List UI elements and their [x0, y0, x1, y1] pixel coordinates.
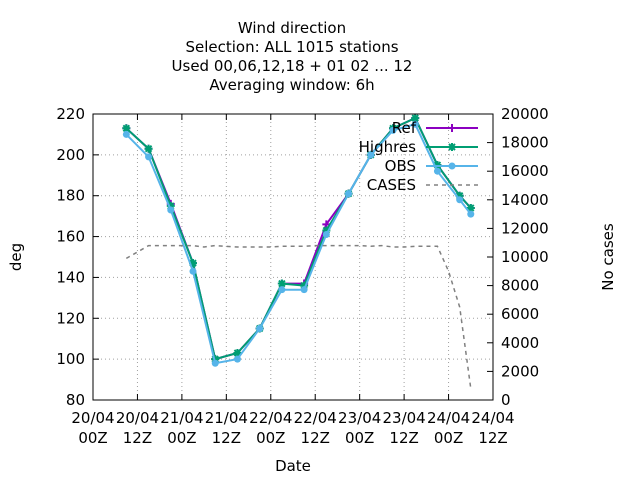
cases-series [125, 244, 472, 389]
x-tick-label-hour: 00Z [167, 429, 196, 447]
legend-label-ref: Ref [392, 119, 417, 137]
x-tick-label-date: 24/04 [427, 409, 470, 427]
x-tick-label-hour: 00Z [434, 429, 463, 447]
highres-point [122, 124, 131, 133]
title-line-3: Used 00,06,12,18 + 01 02 ... 12 [172, 57, 413, 75]
axis-ticks: 20/04 00Z 20/04 12Z 21/04 00Z 21/04 12Z 22/04 00Z… [56, 105, 548, 447]
chart-title: Wind direction Selection: ALL 1015 stati… [172, 19, 413, 94]
highres-point [455, 191, 464, 200]
x-tick-label-hour: 00Z [78, 429, 107, 447]
title-line-2: Selection: ALL 1015 stations [185, 38, 398, 56]
y2-tick-label: 14000 [501, 191, 549, 209]
obs-point [233, 355, 241, 363]
y-tick-label: 120 [56, 309, 85, 327]
obs-point [211, 359, 219, 367]
x-tick-label-date: 20/04 [71, 409, 114, 427]
y2-tick-label: 8000 [501, 277, 539, 295]
x-tick-label-date: 21/04 [160, 409, 203, 427]
x-tick-label-date: 22/04 [249, 409, 292, 427]
y-axis-label: deg [7, 243, 25, 271]
highres-point [233, 349, 242, 358]
highres-point [189, 259, 197, 268]
y2-axis-label: No cases [599, 223, 617, 291]
x-tick-label-date: 20/04 [116, 409, 159, 427]
x-tick-label-hour: 12Z [123, 429, 152, 447]
x-tick-label-hour: 00Z [256, 429, 285, 447]
highres-point [144, 144, 153, 153]
x-axis-label: Date [275, 457, 311, 475]
obs-line [125, 123, 472, 365]
y-tick-label: 220 [56, 105, 85, 123]
x-tick-label-hour: 12Z [389, 429, 418, 447]
highres-point [466, 203, 475, 212]
y2-tick-label: 2000 [501, 362, 539, 380]
obs-point [322, 231, 330, 239]
y2-tick-label: 16000 [501, 162, 549, 180]
x-tick-label-hour: 12Z [478, 429, 507, 447]
highres-point [300, 281, 309, 290]
obs-point [389, 126, 397, 134]
y2-tick-label: 20000 [501, 105, 549, 123]
obs-point [456, 196, 464, 204]
y2-tick-label: 18000 [501, 134, 549, 152]
y2-tick-label: 0 [501, 391, 511, 409]
highres-point [448, 143, 456, 151]
obs-series [122, 120, 475, 367]
obs-point [433, 167, 441, 175]
x-tick-label-hour: 00Z [345, 429, 374, 447]
highres-point [322, 226, 331, 235]
obs-point [300, 286, 308, 294]
y2-tick-label: 10000 [501, 248, 549, 266]
obs-point [167, 206, 175, 214]
legend-label-obs: OBS [385, 157, 416, 175]
obs-point [122, 130, 130, 138]
ref-line [125, 116, 472, 361]
highres-point [166, 201, 175, 210]
obs-point [411, 120, 419, 128]
obs-point [467, 210, 475, 218]
x-tick-label-date: 21/04 [205, 409, 248, 427]
x-tick-label-date: 23/04 [382, 409, 425, 427]
highres-point [411, 114, 420, 123]
series-layer [122, 114, 475, 389]
y-tick-label: 140 [56, 268, 85, 286]
x-tick-label-hour: 12Z [301, 429, 330, 447]
highres-point [277, 279, 286, 288]
ref-series [122, 114, 475, 364]
obs-point [189, 267, 197, 275]
y-tick-label: 160 [56, 228, 85, 246]
grid-lines [93, 114, 493, 400]
highres-line [125, 116, 472, 361]
legend-label-highres: Highres [359, 138, 417, 156]
y2-tick-label: 4000 [501, 334, 539, 352]
y-tick-label: 200 [56, 146, 85, 164]
x-tick-label-date: 22/04 [294, 409, 337, 427]
x-tick-label-date: 24/04 [471, 409, 514, 427]
x-tick-label-hour: 12Z [212, 429, 241, 447]
x-tick-label-date: 23/04 [338, 409, 381, 427]
legend-label-cases: CASES [367, 176, 416, 194]
obs-point [367, 151, 375, 159]
highres-series [122, 114, 475, 364]
obs-point [345, 190, 353, 198]
title-line-4: Averaging window: 6h [209, 76, 374, 94]
y-tick-label: 180 [56, 187, 85, 205]
obs-point [278, 286, 286, 294]
cases-line [125, 244, 472, 389]
ref-point [448, 124, 456, 132]
obs-point [448, 162, 456, 170]
y2-tick-label: 12000 [501, 219, 549, 237]
y2-tick-label: 6000 [501, 305, 539, 323]
title-line-1: Wind direction [238, 19, 346, 37]
y-tick-label: 80 [66, 391, 85, 409]
obs-point [145, 153, 153, 161]
obs-point [256, 325, 264, 332]
y-tick-label: 100 [56, 350, 85, 368]
